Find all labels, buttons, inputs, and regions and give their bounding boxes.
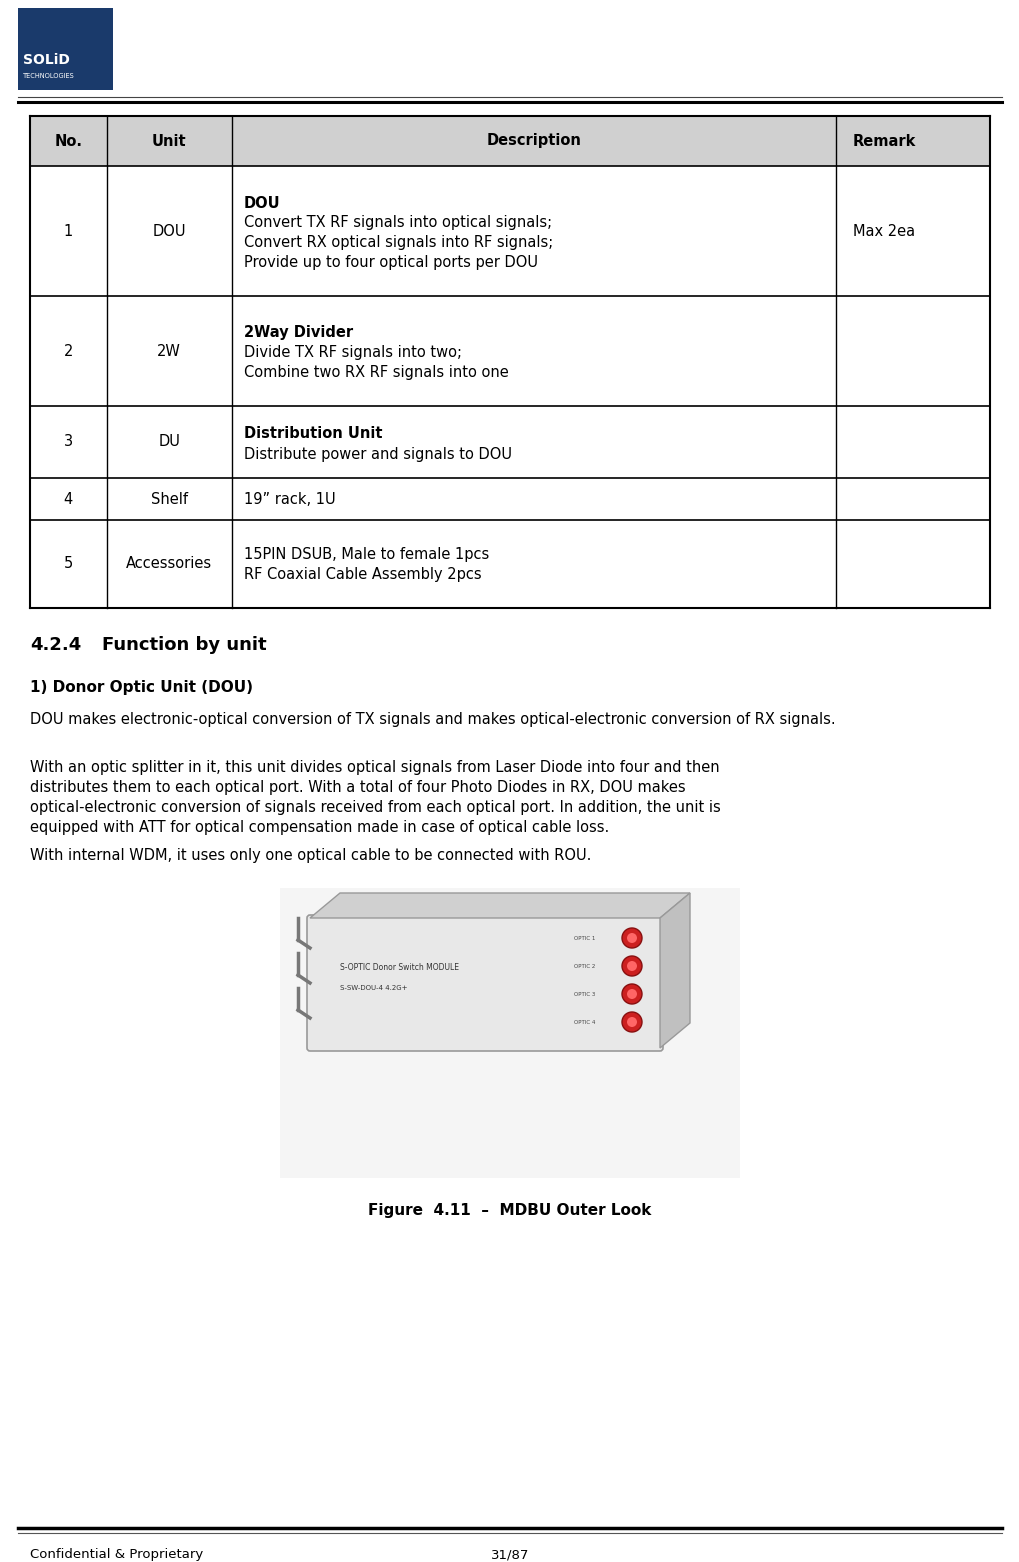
Text: 5: 5 xyxy=(64,556,73,572)
Text: S-SW-DOU-4 4.2G+: S-SW-DOU-4 4.2G+ xyxy=(339,986,408,990)
Text: 31/87: 31/87 xyxy=(490,1548,529,1560)
Text: DOU: DOU xyxy=(152,223,185,239)
Text: SOLiD: SOLiD xyxy=(23,53,70,67)
Circle shape xyxy=(627,989,637,1000)
Text: With internal WDM, it uses only one optical cable to be connected with ROU.: With internal WDM, it uses only one opti… xyxy=(30,848,591,862)
Text: Confidential & Proprietary: Confidential & Proprietary xyxy=(30,1548,203,1560)
Circle shape xyxy=(622,956,641,976)
Text: 1: 1 xyxy=(64,223,73,239)
Text: Convert RX optical signals into RF signals;: Convert RX optical signals into RF signa… xyxy=(244,236,552,250)
Text: TECHNOLOGIES: TECHNOLOGIES xyxy=(23,73,74,80)
Text: Unit: Unit xyxy=(152,133,186,148)
Text: Distribution Unit: Distribution Unit xyxy=(244,426,382,442)
Text: Remark: Remark xyxy=(852,133,915,148)
Text: 2: 2 xyxy=(63,344,73,359)
Circle shape xyxy=(622,928,641,948)
Text: 3: 3 xyxy=(64,434,73,450)
Text: 2W: 2W xyxy=(157,344,181,359)
Text: Convert TX RF signals into optical signals;: Convert TX RF signals into optical signa… xyxy=(244,216,551,231)
Text: 15PIN DSUB, Male to female 1pcs: 15PIN DSUB, Male to female 1pcs xyxy=(244,547,488,561)
Text: No.: No. xyxy=(54,133,83,148)
Text: 4.2.4: 4.2.4 xyxy=(30,636,82,654)
Text: Accessories: Accessories xyxy=(126,556,212,572)
Circle shape xyxy=(622,1012,641,1032)
Text: Max 2ea: Max 2ea xyxy=(853,223,915,239)
Circle shape xyxy=(627,961,637,972)
Text: OPTIC 2: OPTIC 2 xyxy=(573,964,594,968)
Circle shape xyxy=(622,984,641,1004)
Circle shape xyxy=(627,1017,637,1026)
Text: Distribute power and signals to DOU: Distribute power and signals to DOU xyxy=(244,447,512,461)
Text: Function by unit: Function by unit xyxy=(102,636,266,654)
Text: Shelf: Shelf xyxy=(151,492,187,506)
Text: equipped with ATT for optical compensation made in case of optical cable loss.: equipped with ATT for optical compensati… xyxy=(30,820,608,836)
Text: OPTIC 4: OPTIC 4 xyxy=(573,1020,594,1025)
Text: With an optic splitter in it, this unit divides optical signals from Laser Diode: With an optic splitter in it, this unit … xyxy=(30,761,719,775)
Text: 4: 4 xyxy=(64,492,73,506)
Polygon shape xyxy=(659,893,689,1048)
Text: Provide up to four optical ports per DOU: Provide up to four optical ports per DOU xyxy=(244,256,537,270)
Text: Divide TX RF signals into two;: Divide TX RF signals into two; xyxy=(244,345,462,361)
Text: DOU: DOU xyxy=(244,195,280,211)
Bar xyxy=(30,116,989,166)
Text: 19” rack, 1U: 19” rack, 1U xyxy=(244,492,335,506)
Text: OPTIC 1: OPTIC 1 xyxy=(573,936,594,940)
FancyBboxPatch shape xyxy=(307,915,662,1051)
Text: DU: DU xyxy=(158,434,180,450)
Polygon shape xyxy=(310,893,689,918)
Circle shape xyxy=(627,933,637,943)
Bar xyxy=(280,889,739,1178)
Text: 1) Donor Optic Unit (DOU): 1) Donor Optic Unit (DOU) xyxy=(30,679,253,695)
Text: RF Coaxial Cable Assembly 2pcs: RF Coaxial Cable Assembly 2pcs xyxy=(244,567,481,581)
Text: optical-electronic conversion of signals received from each optical port. In add: optical-electronic conversion of signals… xyxy=(30,800,720,815)
Bar xyxy=(18,8,113,91)
Text: DOU makes electronic-optical conversion of TX signals and makes optical-electron: DOU makes electronic-optical conversion … xyxy=(30,712,835,726)
Text: Description: Description xyxy=(486,133,581,148)
Text: distributes them to each optical port. With a total of four Photo Diodes in RX, : distributes them to each optical port. W… xyxy=(30,779,685,795)
Text: Figure  4.11  –  MDBU Outer Look: Figure 4.11 – MDBU Outer Look xyxy=(368,1203,651,1218)
Text: S-OPTIC Donor Switch MODULE: S-OPTIC Donor Switch MODULE xyxy=(339,964,459,973)
Text: 2Way Divider: 2Way Divider xyxy=(244,325,353,341)
Text: Combine two RX RF signals into one: Combine two RX RF signals into one xyxy=(244,366,507,381)
Text: OPTIC 3: OPTIC 3 xyxy=(573,992,594,997)
